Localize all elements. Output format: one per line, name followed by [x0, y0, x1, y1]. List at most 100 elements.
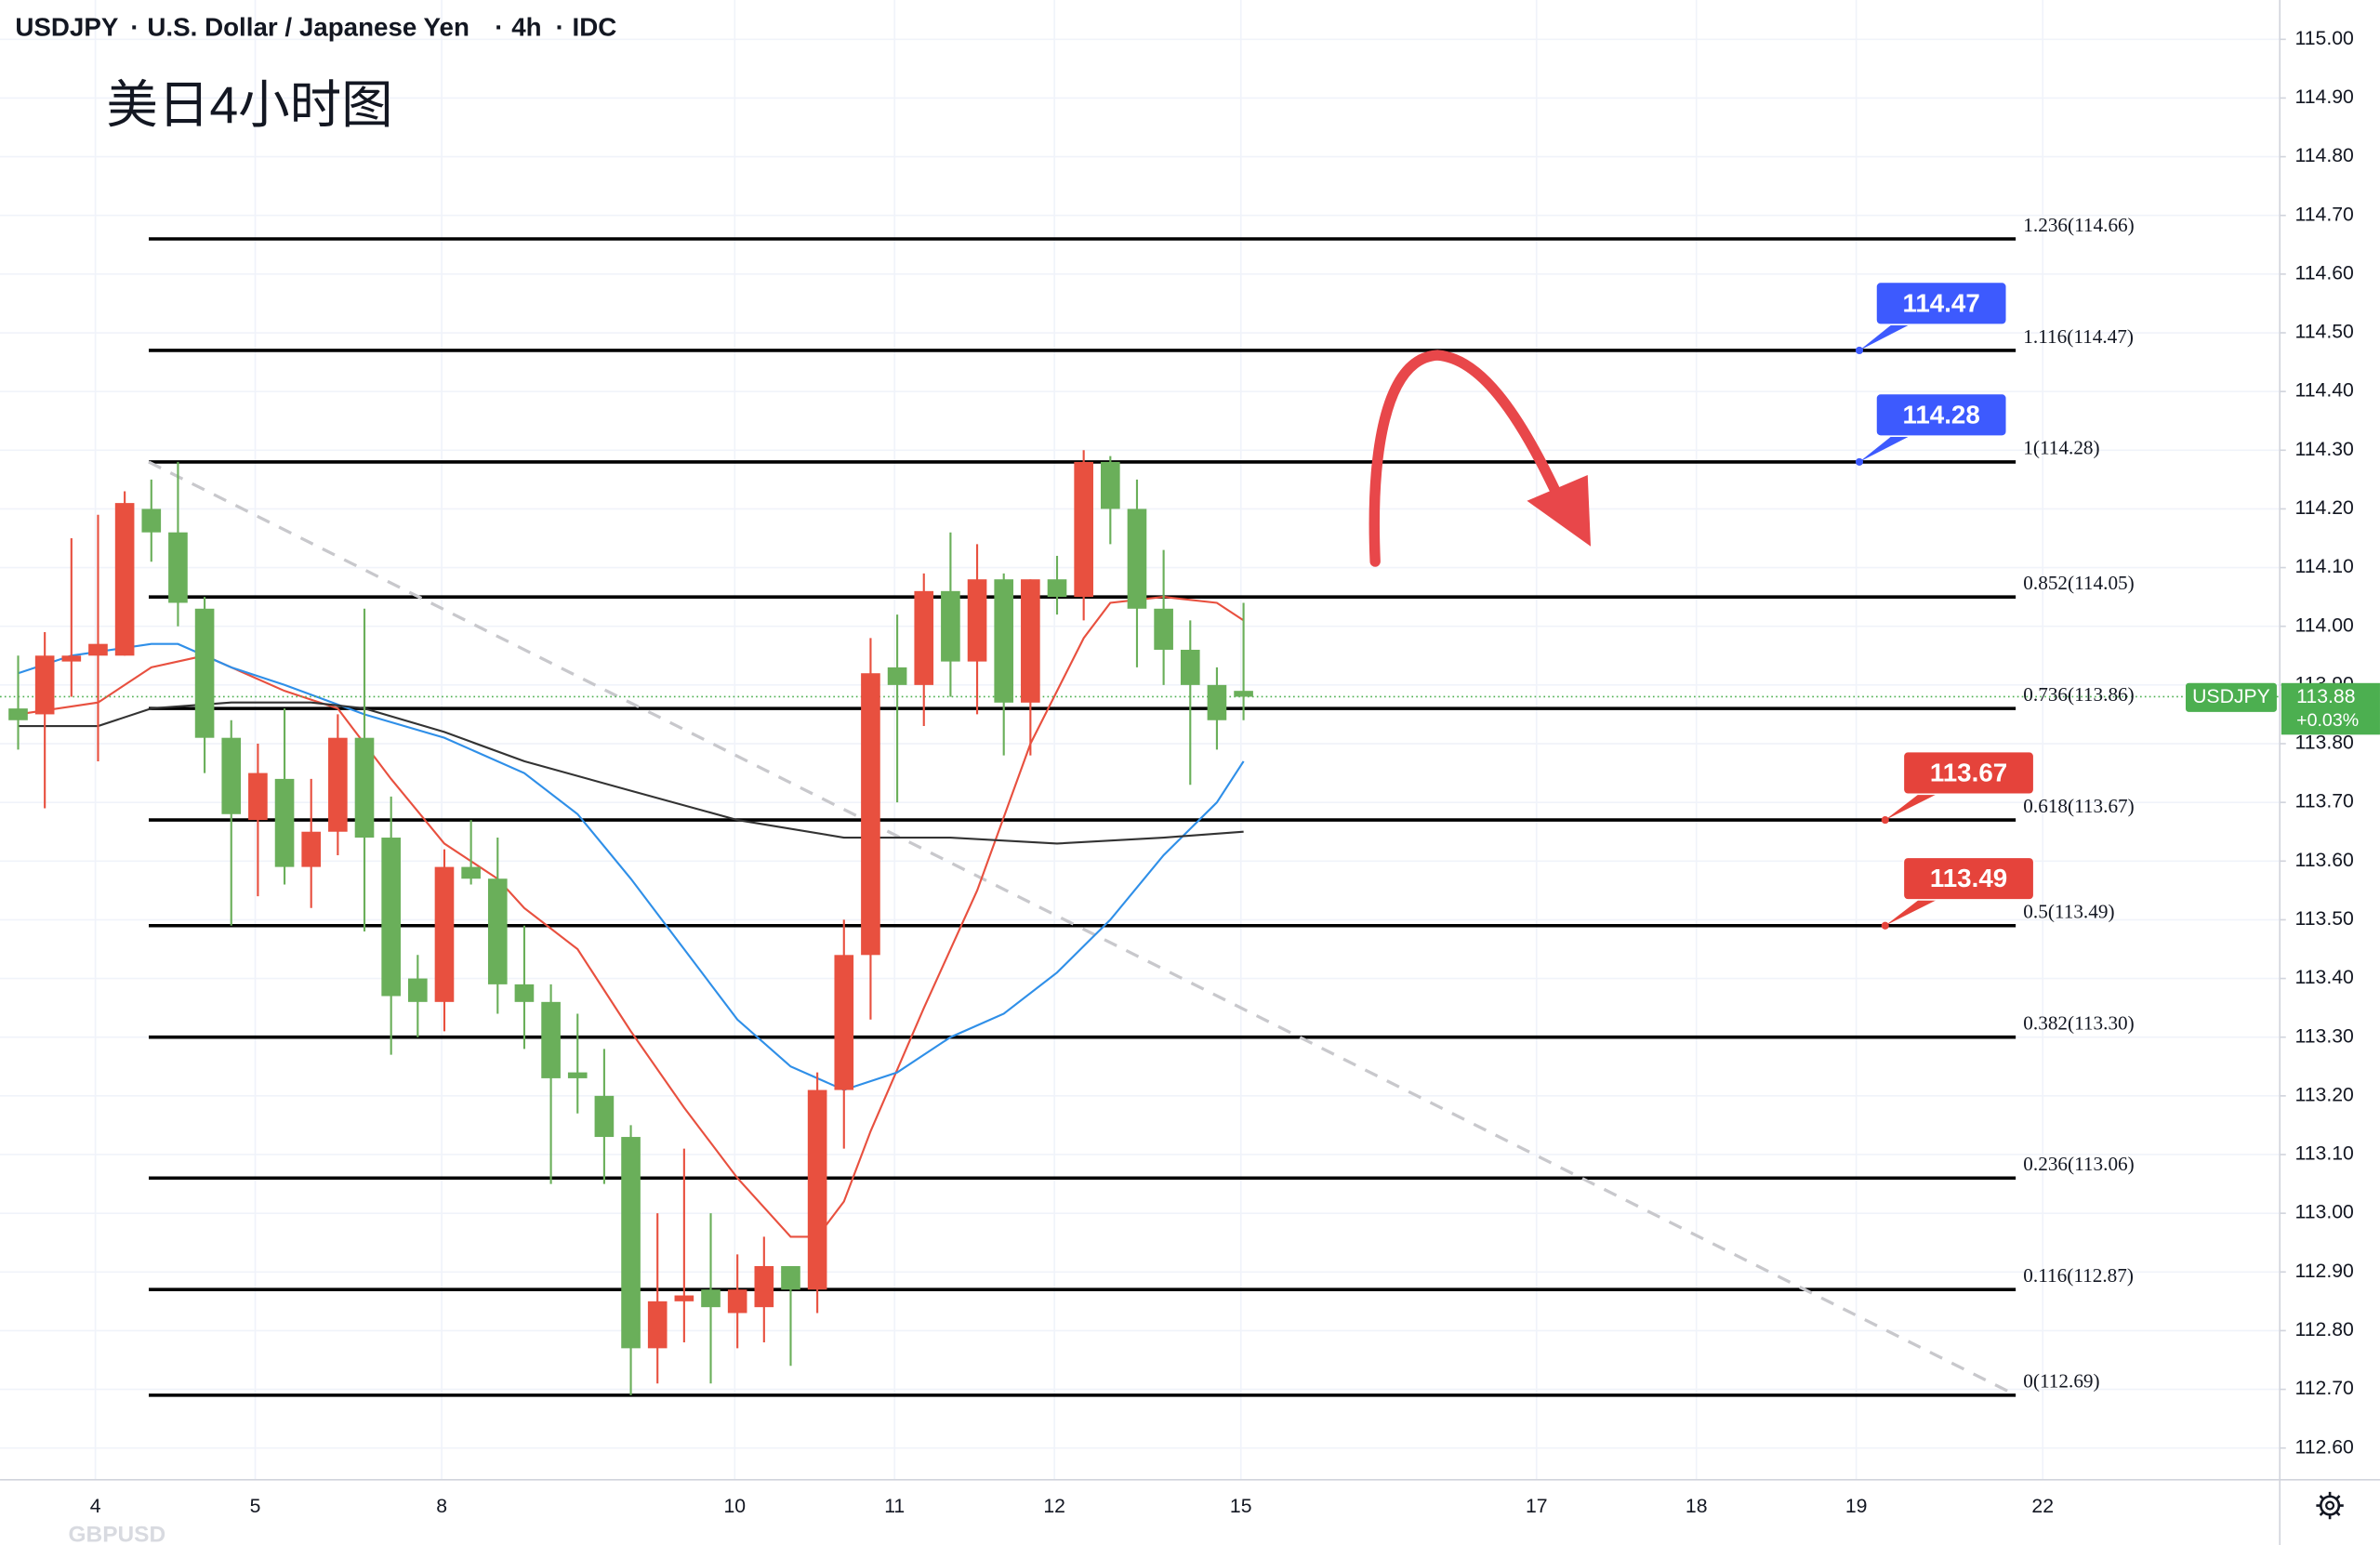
overlay: 1.236(114.66) 1.116(114.47) 1(114.28) 0.852…	[1855, 214, 2135, 1393]
price-tag-anchor	[1855, 346, 1864, 355]
x-tick-label: 5	[250, 1496, 261, 1517]
candle-body	[727, 1289, 747, 1314]
candle-body	[141, 508, 162, 533]
price-tag-label: 113.49	[1930, 864, 2007, 892]
x-tick-label: 17	[1526, 1496, 1548, 1517]
price-tag-pointer	[1884, 895, 1947, 926]
candle-body	[674, 1295, 694, 1301]
candle-body	[221, 737, 242, 814]
candle-body	[701, 1289, 721, 1308]
fib-label: 0.852(114.05)	[2023, 572, 2134, 594]
y-tick-label: 112.90	[2295, 1261, 2354, 1282]
price-tag-box	[1875, 392, 2008, 437]
y-tick-label: 113.40	[2295, 967, 2354, 988]
x-tick-label: 8	[436, 1496, 447, 1517]
candle-body	[328, 737, 348, 832]
y-tick-label: 114.20	[2295, 497, 2354, 519]
y-tick-label: 114.00	[2295, 614, 2354, 636]
y-tick-label: 113.00	[2295, 1202, 2354, 1223]
trendline	[148, 460, 2017, 1397]
chart-title: 美日4小时图	[106, 76, 392, 134]
candle-body	[301, 831, 322, 867]
y-tick-label: 114.90	[2295, 86, 2354, 108]
candle-body	[807, 1089, 827, 1290]
candle-body	[861, 673, 880, 956]
candle-body	[487, 878, 508, 984]
fib-label: 0(112.69)	[2023, 1370, 2099, 1393]
y-tick-label: 113.60	[2295, 850, 2354, 871]
fib-label: 1.116(114.47)	[2023, 325, 2134, 348]
symbol-badge-label: USDJPY	[2192, 686, 2270, 707]
x-tick-label: 22	[2031, 1496, 2054, 1517]
candle-body	[1207, 684, 1227, 720]
price-tag: 114.47	[1855, 281, 2008, 355]
separator: ·	[130, 12, 139, 41]
price-tag-box	[1902, 856, 2035, 901]
candle-body	[594, 1095, 615, 1138]
y-tick-label: 112.60	[2295, 1436, 2354, 1458]
y-tick-label: 115.00	[2295, 28, 2354, 49]
price-tag-pointer	[1858, 431, 1919, 462]
settings-icon[interactable]	[2316, 1491, 2344, 1520]
candle-body	[1047, 579, 1067, 598]
candle-body	[1234, 691, 1253, 697]
candle-body	[408, 978, 428, 1002]
interval[interactable]: 4h	[511, 12, 541, 41]
candle-body	[1127, 508, 1147, 609]
y-tick-label: 112.80	[2295, 1319, 2354, 1340]
candle-body	[168, 532, 188, 603]
candle-body	[1180, 649, 1200, 685]
fib-label: 0.5(113.49)	[2023, 901, 2114, 923]
y-tick-label: 114.10	[2295, 556, 2354, 577]
candle-body	[941, 590, 960, 662]
y-tick-label: 114.60	[2295, 262, 2354, 284]
grid	[0, 0, 2281, 1480]
price-tag-box	[1875, 281, 2008, 326]
candle-body	[967, 579, 987, 662]
price-axis-bg	[2280, 0, 2380, 1545]
price-tag: 113.67	[1881, 750, 2035, 825]
symbol-badge	[2185, 682, 2277, 712]
x-tick-label: 11	[884, 1496, 905, 1517]
moving-average	[18, 596, 1245, 1238]
y-tick-label: 112.70	[2295, 1378, 2354, 1399]
last-price-change: +0.03%	[2296, 710, 2359, 731]
fib-label: 0.618(113.67)	[2023, 795, 2134, 817]
candle-body	[781, 1265, 800, 1290]
arrow-head	[1527, 475, 1592, 547]
candle-body	[887, 667, 907, 685]
separator: ·	[556, 12, 564, 41]
fib-label: 1(114.28)	[2023, 437, 2099, 459]
candle-body	[248, 772, 268, 821]
candle-body	[1021, 579, 1040, 703]
y-tick-label: 113.80	[2295, 733, 2354, 754]
price-tag-anchor	[1855, 457, 1864, 467]
y-tick-label: 113.20	[2295, 1084, 2354, 1105]
fib-label: 0.382(113.30)	[2023, 1012, 2134, 1035]
candle-body	[8, 708, 28, 720]
x-tick-label: 19	[1845, 1496, 1868, 1517]
candle-body	[541, 1001, 561, 1078]
candle-body	[61, 655, 82, 662]
x-tick-label: 18	[1686, 1496, 1708, 1517]
x-tick-label: 12	[1043, 1496, 1065, 1517]
symbol: USDJPY	[15, 12, 119, 41]
candle-body	[88, 643, 108, 656]
candle-body	[381, 838, 401, 997]
arrow	[1368, 350, 1560, 567]
y-tick-label: 113.70	[2295, 791, 2354, 812]
candle-body	[994, 579, 1014, 703]
fib-label: 0.116(112.87)	[2023, 1264, 2134, 1287]
fib-label: 1.236(114.66)	[2023, 214, 2134, 236]
candle-body	[1074, 461, 1093, 598]
y-tick-label: 114.40	[2295, 380, 2354, 402]
candle-body	[194, 608, 215, 738]
price-tag-box	[1902, 750, 2035, 796]
y-tick-label: 114.70	[2295, 204, 2354, 225]
price-tag-label: 113.67	[1930, 758, 2007, 786]
y-tick-label: 113.10	[2295, 1143, 2354, 1165]
fib-label: 0.736(113.86)	[2023, 683, 2134, 706]
candle-body	[1154, 608, 1173, 650]
